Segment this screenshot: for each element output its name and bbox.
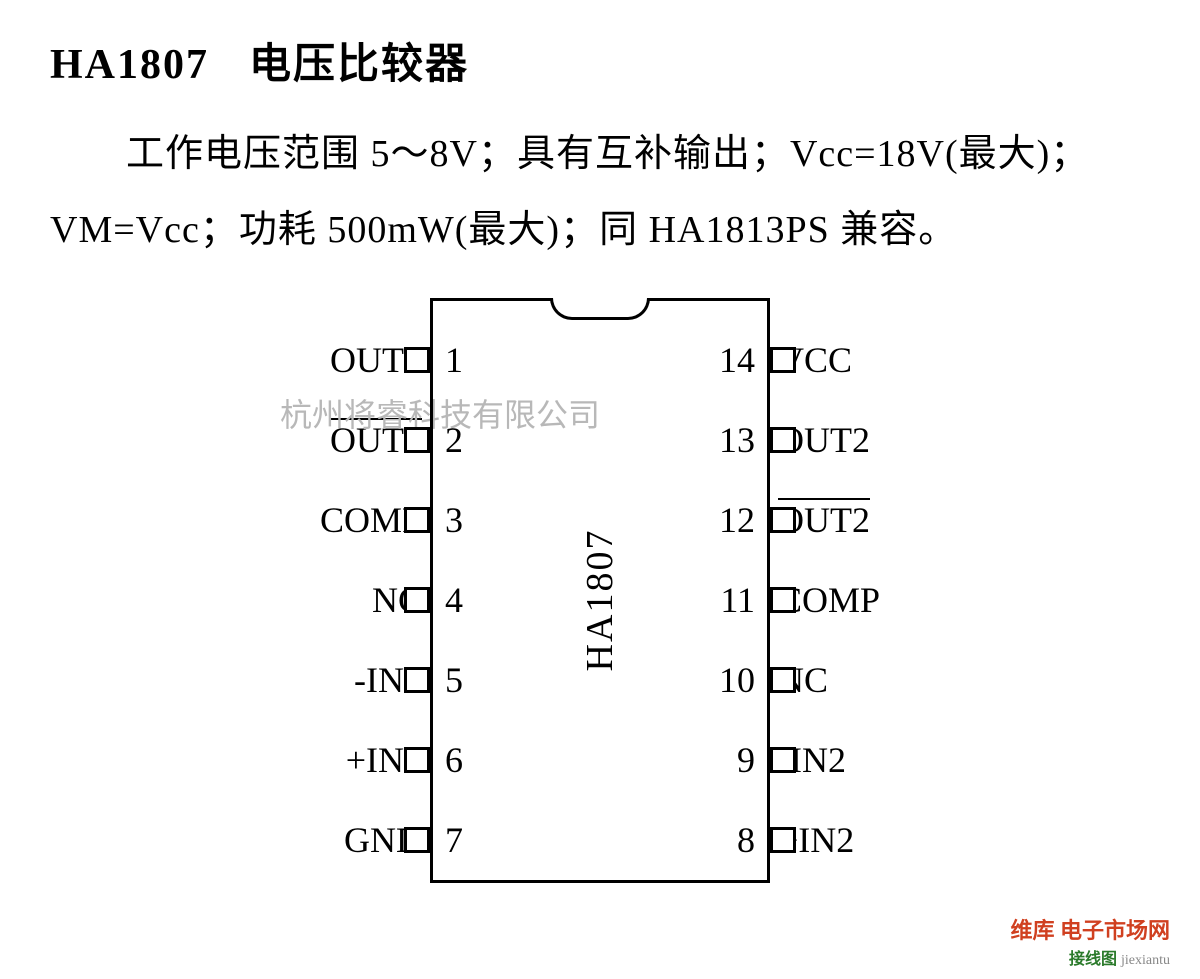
- pin-number-right: 14: [719, 339, 755, 381]
- pin-number-left: 3: [445, 499, 463, 541]
- pin-box: [404, 667, 430, 693]
- pin-number-right: 8: [737, 819, 755, 861]
- chip-type-name: 电压比较器: [249, 42, 469, 88]
- part-number: HA1807: [50, 42, 209, 88]
- pin-number-left: 7: [445, 819, 463, 861]
- pin-box: [770, 507, 796, 533]
- chip-row: 5 10: [433, 640, 767, 720]
- pin-box: [404, 507, 430, 533]
- pin-box: [404, 587, 430, 613]
- chip-row: 78: [433, 800, 767, 880]
- chip-row: 1 14: [433, 320, 767, 400]
- chip-diagram: OUT1OUT1COMPNC-IN1+IN1GND HA1807 1142133…: [50, 298, 1150, 883]
- pin-number-right: 12: [719, 499, 755, 541]
- footer-logo: 维库 电子市场网: [1010, 913, 1170, 945]
- page-title: HA1807 电压比较器: [50, 30, 1150, 91]
- pin-box: [404, 347, 430, 373]
- chip-row: 2 13: [433, 400, 767, 480]
- pin-box: [770, 667, 796, 693]
- footer-watermark: 维库 电子市场网 接线图 jiexiantu: [1010, 913, 1170, 969]
- pin-number-right: 9: [737, 739, 755, 781]
- chip-notch-row: [433, 298, 767, 320]
- chip-pin-rows: HA1807 1142133124115106978: [433, 320, 767, 880]
- pin-box: [770, 427, 796, 453]
- pin-box: [404, 827, 430, 853]
- pin-number-left: 6: [445, 739, 463, 781]
- footer-sub-text: jiexiantu: [1121, 953, 1170, 968]
- pin-number-left: 2: [445, 419, 463, 461]
- pin-box: [770, 747, 796, 773]
- pin-number-right: 10: [719, 659, 755, 701]
- pin-box: [770, 347, 796, 373]
- chip-body: HA1807 1142133124115106978: [430, 298, 770, 883]
- pin-number-left: 4: [445, 579, 463, 621]
- pin-number-right: 13: [719, 419, 755, 461]
- chip-notch: [550, 298, 650, 320]
- pin-number-left: 5: [445, 659, 463, 701]
- pin-box: [770, 587, 796, 613]
- pin-box: [404, 427, 430, 453]
- pin-box: [404, 747, 430, 773]
- chip-row: 4 11: [433, 560, 767, 640]
- footer-green-text: 接线图: [1069, 951, 1117, 968]
- chip-row: 69: [433, 720, 767, 800]
- chip-row: 3 12: [433, 480, 767, 560]
- pin-number-left: 1: [445, 339, 463, 381]
- pin-number-right: 11: [720, 579, 755, 621]
- description-text: 工作电压范围 5～8V；具有互补输出；Vcc=18V(最大)；VM=Vcc；功耗…: [50, 116, 1150, 268]
- pin-box: [770, 827, 796, 853]
